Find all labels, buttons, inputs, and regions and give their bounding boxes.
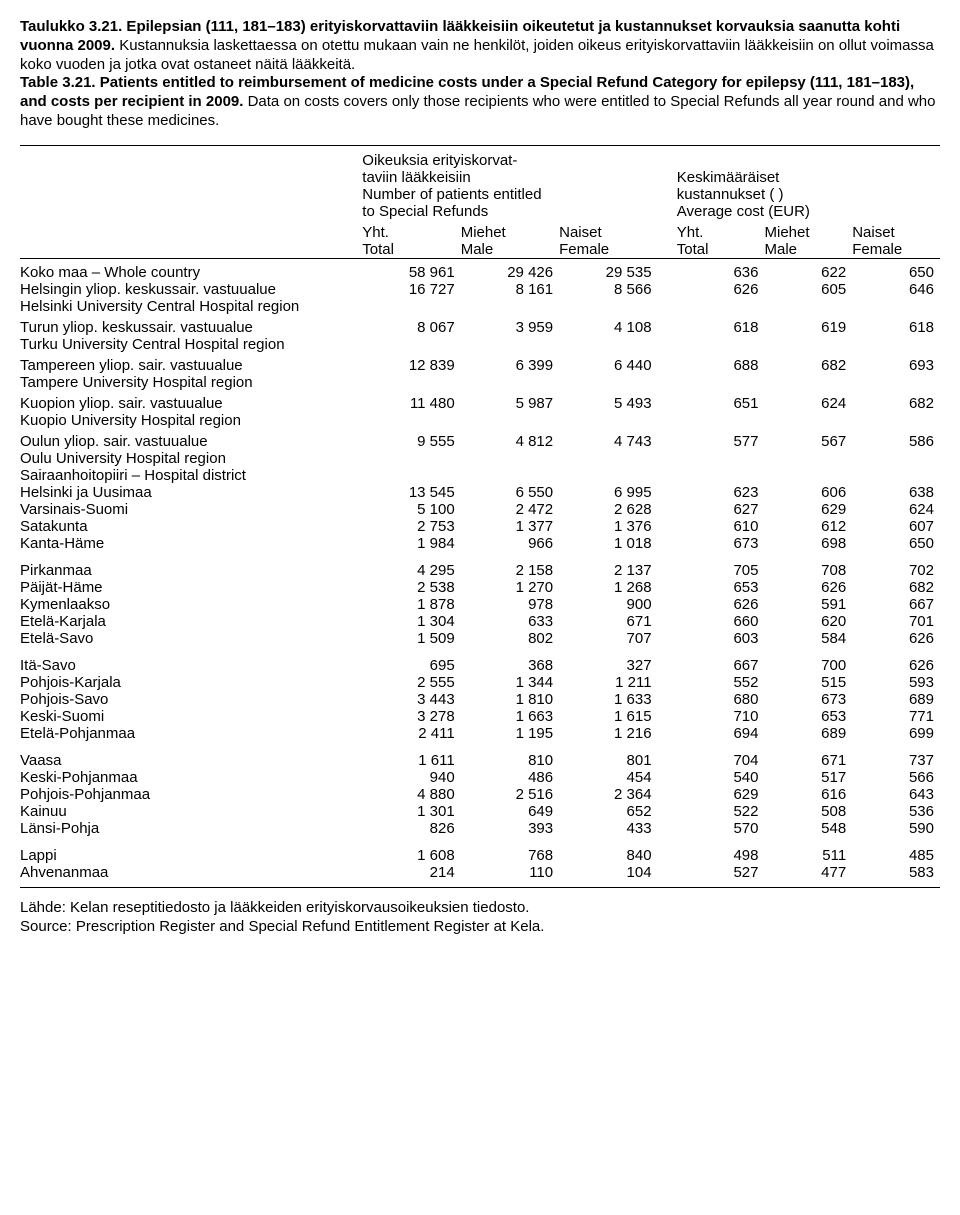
table-caption: Taulukko 3.21. Epilepsian (111, 181–183)… <box>20 18 940 131</box>
table-row: Tampere University Hospital region <box>20 374 940 391</box>
footer-en: Source: Prescription Register and Specia… <box>20 918 544 935</box>
table-row: Pohjois-Karjala2 5551 3441 211552515593 <box>20 674 940 691</box>
col-yht-1: Yht.Total <box>362 224 460 259</box>
caption-fi-note: Kustannuksia laskettaessa on otettu muka… <box>20 37 934 73</box>
table-row: Pohjois-Pohjanmaa4 8802 5162 36462961664… <box>20 786 940 803</box>
table-row: Tampereen yliop. sair. vastuualue 12 839… <box>20 357 940 374</box>
table-row: Kanta-Häme1 9849661 018673698650 <box>20 535 940 552</box>
table-row: Itä-Savo695368327667700626 <box>20 657 940 674</box>
table-row: Etelä-Savo1 509802707603584626 <box>20 630 940 647</box>
col-naiset-2: NaisetFemale <box>852 224 940 259</box>
header-left-group: Oikeuksia erityiskorvat- taviin lääkkeis… <box>362 145 657 224</box>
table-row: Helsinki University Central Hospital reg… <box>20 298 940 315</box>
col-miehet-1: MiehetMale <box>461 224 559 259</box>
col-yht-2: Yht.Total <box>677 224 765 259</box>
table-row: Kainuu1 301649652522508536 <box>20 803 940 820</box>
table-row: Pirkanmaa4 2952 1582 137705708702 <box>20 562 940 579</box>
table-row: Helsingin yliop. keskussair. vastuualue … <box>20 281 940 298</box>
table-row: Keski-Suomi3 2781 6631 615710653771 <box>20 708 940 725</box>
table-row: Päijät-Häme2 5381 2701 268653626682 <box>20 579 940 596</box>
table-row: Ahvenanmaa214110104527477583 <box>20 864 940 881</box>
row-district-header: Sairaanhoitopiiri – Hospital district <box>20 467 940 484</box>
col-naiset-1: NaisetFemale <box>559 224 657 259</box>
table-row: Satakunta2 7531 3771 376610612607 <box>20 518 940 535</box>
table-row: Turun yliop. keskussair. vastuualue 8 06… <box>20 319 940 336</box>
table-row: Pohjois-Savo3 4431 8101 633680673689 <box>20 691 940 708</box>
table-row: Keski-Pohjanmaa940486454540517566 <box>20 769 940 786</box>
table-row: Varsinais-Suomi5 1002 4722 628627629624 <box>20 501 940 518</box>
table-row: Länsi-Pohja826393433570548590 <box>20 820 940 837</box>
table-row: Kuopio University Hospital region <box>20 412 940 429</box>
col-miehet-2: MiehetMale <box>765 224 853 259</box>
table-row: Kymenlaakso1 878978900626591667 <box>20 596 940 613</box>
footer-fi: Lähde: Kelan reseptitiedosto ja lääkkeid… <box>20 899 529 916</box>
table-row: Oulu University Hospital region <box>20 450 940 467</box>
caption-en-prefix: Table 3.21. <box>20 74 96 91</box>
caption-fi-prefix: Taulukko 3.21. <box>20 18 122 35</box>
row-whole-country: Koko maa – Whole country 58 96129 42629 … <box>20 264 940 281</box>
table-row: Kuopion yliop. sair. vastuualue 11 4805 … <box>20 395 940 412</box>
table-row: Oulun yliop. sair. vastuualue 9 5554 812… <box>20 433 940 450</box>
table-row: Etelä-Pohjanmaa2 4111 1951 216694689699 <box>20 725 940 742</box>
table-row: Lappi1 608768840498511485 <box>20 847 940 864</box>
table-row: Helsinki ja Uusimaa13 5456 5506 99562360… <box>20 484 940 501</box>
header-right-group: Keskimääräiset kustannukset ( ) Average … <box>677 145 940 224</box>
table-footer: Lähde: Kelan reseptitiedosto ja lääkkeid… <box>20 898 940 937</box>
table-row: Etelä-Karjala1 304633671660620701 <box>20 613 940 630</box>
data-table: Oikeuksia erityiskorvat- taviin lääkkeis… <box>20 145 940 888</box>
table-row: Turku University Central Hospital region <box>20 336 940 353</box>
table-row: Vaasa1 611810801704671737 <box>20 752 940 769</box>
